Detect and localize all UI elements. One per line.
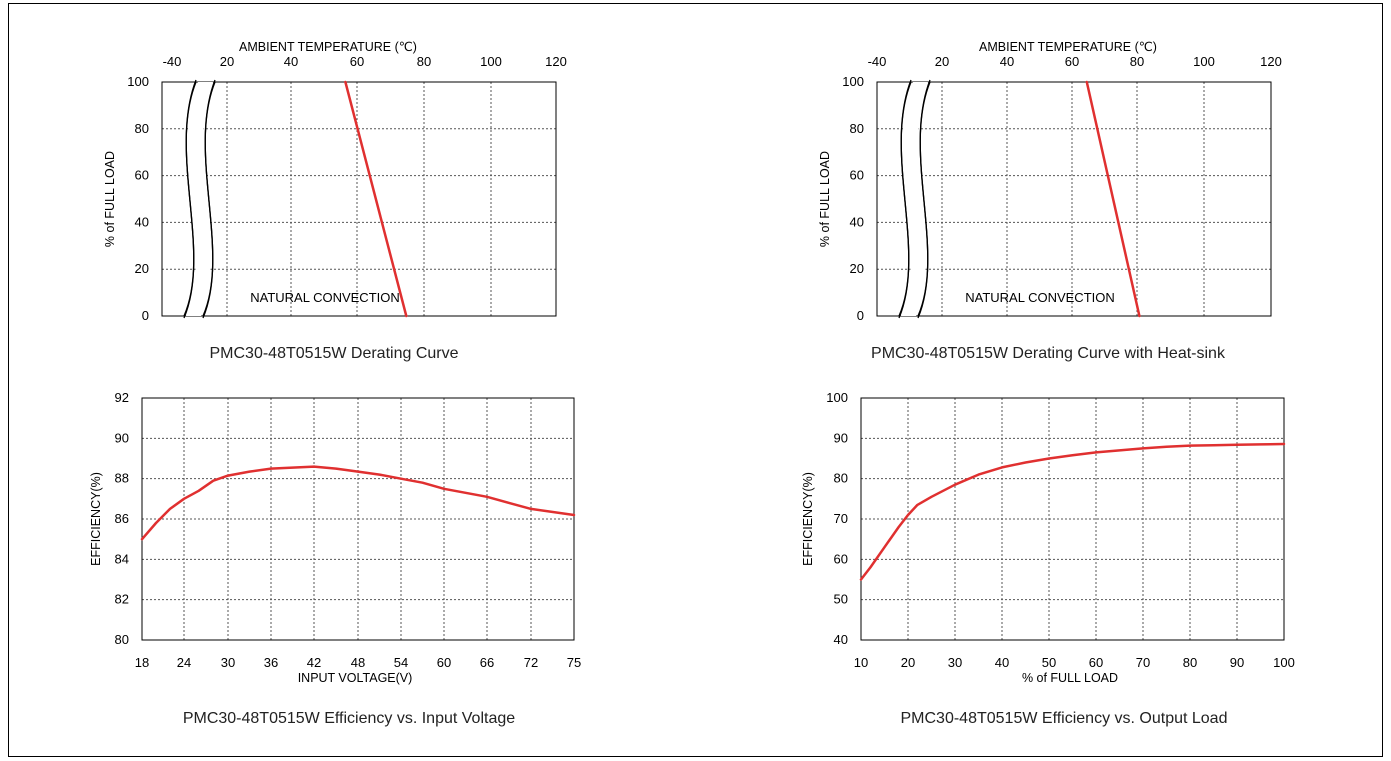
- y-axis-label: % of FULL LOAD: [818, 151, 832, 247]
- x-tick-label: -40: [163, 54, 182, 69]
- series-line-1: [859, 442, 1286, 581]
- x-tick-label: 60: [1065, 54, 1079, 69]
- x-tick-label: 80: [417, 54, 431, 69]
- y-tick-label: 80: [834, 471, 848, 486]
- x-tick-label: 40: [1000, 54, 1014, 69]
- x-tick-label: 48: [351, 655, 365, 670]
- x-tick-label: 40: [284, 54, 298, 69]
- x-tick-label: 24: [177, 655, 191, 670]
- y-axis-label: % of FULL LOAD: [103, 151, 117, 247]
- y-tick-label: 80: [115, 632, 129, 647]
- y-tick-label: 70: [834, 511, 848, 526]
- annotation-label: NATURAL CONVECTION: [250, 290, 400, 305]
- y-tick-label: 90: [834, 430, 848, 445]
- x-tick-label: 20: [901, 655, 915, 670]
- y-axis-label: EFFICIENCY(%): [801, 472, 815, 566]
- y-tick-label: 60: [834, 551, 848, 566]
- y-tick-label: 20: [135, 261, 149, 276]
- chart-3: 18 24 30 36 42 48 54 60 66 72 75 80 82 84 86 88 90 92 INPU…: [89, 390, 581, 727]
- y-tick-label: 0: [142, 308, 149, 323]
- x-axis-label: % of FULL LOAD: [1022, 671, 1118, 685]
- x-tick-label: 100: [1193, 54, 1215, 69]
- plot-frame: [860, 397, 1285, 641]
- y-tick-label: 60: [135, 168, 149, 183]
- y-tick-label: 40: [135, 214, 149, 229]
- x-tick-label: 20: [220, 54, 234, 69]
- x-tick-label: 40: [995, 655, 1009, 670]
- y-tick-label: 40: [834, 632, 848, 647]
- axis-break-gap: [186, 82, 213, 316]
- y-tick-label: 50: [834, 592, 848, 607]
- y-tick-label: 100: [826, 390, 848, 405]
- x-tick-label: 66: [480, 655, 494, 670]
- y-tick-label: 80: [850, 121, 864, 136]
- y-tick-label: 84: [115, 551, 129, 566]
- y-tick-label: 88: [115, 471, 129, 486]
- x-tick-label: 120: [545, 54, 567, 69]
- y-tick-label: 0: [857, 308, 864, 323]
- series-line-1: [140, 465, 576, 541]
- y-tick-label: 82: [115, 592, 129, 607]
- chart-caption: PMC30-48T0515W Derating Curve with Heat-…: [871, 345, 1226, 362]
- x-axis-label: AMBIENT TEMPERATURE (℃): [979, 40, 1157, 54]
- x-tick-label: 36: [264, 655, 278, 670]
- x-tick-label: 50: [1042, 655, 1056, 670]
- y-tick-label: 100: [842, 74, 864, 89]
- x-axis-label: AMBIENT TEMPERATURE (℃): [239, 40, 417, 54]
- x-tick-label: 54: [394, 655, 408, 670]
- y-axis-label: EFFICIENCY(%): [89, 472, 103, 566]
- x-tick-label: 42: [307, 655, 321, 670]
- x-tick-label: -40: [868, 54, 887, 69]
- series-line-1: [1085, 80, 1141, 318]
- x-tick-label: 75: [567, 655, 581, 670]
- axis-break-mark: [898, 79, 931, 319]
- x-tick-label: 60: [1089, 655, 1103, 670]
- x-tick-label: 10: [854, 655, 868, 670]
- y-tick-label: 86: [115, 511, 129, 526]
- plot-frame: [141, 397, 575, 641]
- series-line-1: [344, 80, 408, 318]
- y-tick-label: 100: [127, 74, 149, 89]
- x-tick-label: 120: [1260, 54, 1282, 69]
- axis-break-curve-1: [898, 81, 912, 317]
- x-tick-label: 70: [1136, 655, 1150, 670]
- x-tick-label: 80: [1130, 54, 1144, 69]
- x-tick-label: 60: [350, 54, 364, 69]
- y-tick-label: 92: [115, 390, 129, 405]
- x-tick-label: 100: [1273, 655, 1295, 670]
- axis-break-curve-2: [202, 81, 216, 317]
- x-tick-label: 20: [935, 54, 949, 69]
- page-frame: [8, 3, 1383, 757]
- x-tick-label: 18: [135, 655, 149, 670]
- axis-break-mark: [183, 79, 216, 319]
- y-tick-label: 80: [135, 121, 149, 136]
- x-tick-label: 60: [437, 655, 451, 670]
- x-tick-label: 30: [948, 655, 962, 670]
- plot-frame: [161, 81, 557, 317]
- plot-frame: [876, 81, 1272, 317]
- x-tick-label: 72: [524, 655, 538, 670]
- axis-break-gap: [901, 82, 928, 316]
- annotation-label: NATURAL CONVECTION: [965, 290, 1115, 305]
- x-axis-label: INPUT VOLTAGE(V): [298, 671, 413, 685]
- chart-caption: PMC30-48T0515W Efficiency vs. Input Volt…: [183, 710, 515, 727]
- x-tick-label: 30: [221, 655, 235, 670]
- axis-break-curve-2: [917, 81, 931, 317]
- y-tick-label: 40: [850, 214, 864, 229]
- x-tick-label: 80: [1183, 655, 1197, 670]
- y-tick-label: 20: [850, 261, 864, 276]
- chart-2: -40 20 40 60 80 100 120 0 20 40 60 80 100 AMBIENT TEM…: [818, 40, 1282, 362]
- y-tick-label: 90: [115, 430, 129, 445]
- y-tick-label: 60: [850, 168, 864, 183]
- x-tick-label: 100: [480, 54, 502, 69]
- chart-caption: PMC30-48T0515W Derating Curve: [210, 345, 459, 362]
- x-tick-label: 90: [1230, 655, 1244, 670]
- chart-1: -40 20 40 60 80 100 120 0 20 40 60 80 100 AMBIENT TEM…: [103, 40, 567, 362]
- chart-caption: PMC30-48T0515W Efficiency vs. Output Loa…: [901, 710, 1228, 727]
- chart-4: 10 20 30 40 50 60 70 80 90 100 40 50 60 70 80 90 100 % of…: [801, 390, 1295, 727]
- axis-break-curve-1: [183, 81, 197, 317]
